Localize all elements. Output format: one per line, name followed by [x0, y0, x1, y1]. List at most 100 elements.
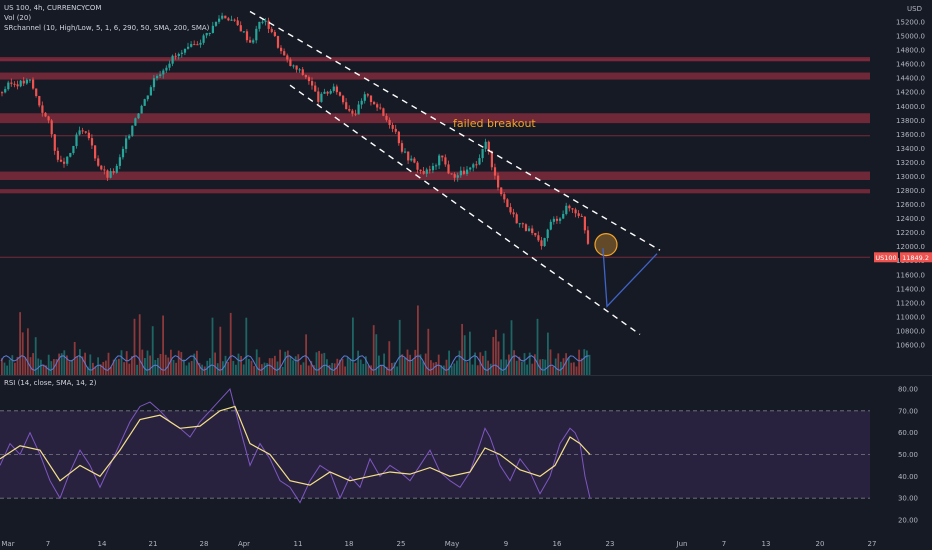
sr-zone: [0, 171, 870, 180]
candle-body: [354, 113, 357, 115]
volume-bar: [583, 349, 586, 375]
candle-body: [236, 20, 239, 26]
volume-bar: [110, 366, 112, 375]
volume-bar: [500, 359, 502, 375]
candle-body: [332, 86, 335, 91]
candle-body: [484, 141, 487, 149]
candle-body: [301, 69, 304, 75]
volume-bar: [549, 349, 552, 375]
candle-body: [50, 120, 53, 135]
volume-bar: [565, 353, 567, 375]
volume-bar: [258, 357, 261, 375]
volume-bar: [224, 355, 227, 375]
volume-bar: [19, 312, 21, 375]
candle-body: [431, 166, 435, 171]
volume-bar: [352, 317, 354, 375]
candle-body: [559, 218, 562, 221]
volume-bar: [279, 349, 281, 375]
candle-body: [16, 84, 19, 87]
candle-body: [131, 125, 134, 136]
volume-bar: [3, 362, 6, 375]
channel-upper-line: [249, 10, 661, 251]
last-price-badge: [900, 252, 932, 263]
volume-bar: [430, 360, 432, 375]
volume-bar: [557, 353, 560, 375]
candle-body: [72, 145, 75, 154]
candles: [1, 12, 590, 250]
volume-bar: [552, 366, 554, 375]
candle-body: [121, 148, 125, 158]
volume-bar: [242, 364, 245, 375]
candle-body: [205, 32, 208, 36]
breakout-target-circle: [594, 232, 618, 257]
price-tick-label: 11000.0: [896, 313, 925, 321]
candle-body: [493, 167, 497, 176]
candle-body: [549, 221, 552, 230]
volume-bar: [307, 365, 310, 375]
price-tick-label: 13200.0: [896, 159, 925, 167]
rsi-tick-label: 60.00: [898, 429, 918, 437]
currency-label[interactable]: USD: [907, 5, 922, 13]
volume-bar: [112, 359, 115, 375]
volume-bar: [287, 350, 289, 375]
candle-body: [472, 164, 475, 168]
candle-body: [314, 85, 317, 92]
price-tick-label: 12800.0: [896, 187, 925, 195]
volume-bar: [450, 365, 453, 375]
volume-bar: [172, 359, 175, 375]
candle-body: [69, 153, 72, 157]
time-tick-label: 16: [553, 540, 562, 548]
volume-bar: [128, 363, 131, 375]
price-tick-label: 15000.0: [896, 33, 925, 41]
volume-bar: [164, 354, 167, 375]
indicator-legend: SRchannel (10, High/Low, 5, 1, 6, 290, 5…: [4, 24, 210, 32]
last-price-value: 11849.2: [902, 254, 929, 262]
volume-bar: [344, 366, 346, 375]
candle-body: [444, 157, 447, 165]
volume-bar: [115, 359, 118, 375]
candle-body: [366, 94, 369, 96]
rsi-ma-line: [0, 405, 591, 486]
candle-body: [357, 104, 360, 115]
candle-body: [90, 138, 94, 146]
candle-body: [227, 18, 230, 21]
volume-bar: [560, 361, 562, 375]
candle-body: [214, 21, 218, 26]
volume-bar: [190, 361, 193, 375]
volume-bar: [133, 318, 136, 375]
volume-bar: [292, 360, 294, 375]
candle-body: [509, 207, 512, 213]
candle-body: [252, 40, 255, 43]
volume-bar: [445, 359, 448, 375]
volume-bar: [328, 365, 331, 375]
candle-body: [97, 158, 100, 166]
candle-body: [583, 216, 586, 231]
candle-body: [208, 32, 211, 34]
price-tick-label: 13800.0: [896, 117, 925, 125]
price-tick-label: 12200.0: [896, 229, 925, 237]
volume-bar: [315, 352, 318, 375]
volume-bar: [482, 355, 484, 375]
price-tick-label: 14200.0: [896, 89, 925, 97]
volume-bar: [448, 350, 450, 375]
candle-body: [258, 21, 261, 29]
sr-zone: [0, 72, 870, 80]
candle-body: [218, 18, 221, 22]
candle-body: [41, 105, 44, 113]
candle-body: [174, 55, 177, 57]
volume-bar: [359, 359, 362, 375]
volume-bar: [567, 357, 570, 375]
volume-bar: [378, 355, 380, 375]
candle-body: [540, 240, 543, 247]
candle-body: [435, 165, 438, 167]
candle-body: [571, 208, 574, 210]
pane-separator[interactable]: [0, 375, 932, 376]
volume-bar: [97, 357, 99, 375]
candle-body: [320, 93, 323, 102]
candle-body: [38, 95, 41, 106]
candle-body: [404, 151, 407, 153]
volume-bar: [528, 352, 531, 375]
volume-bar: [253, 366, 255, 375]
candle-body: [230, 19, 233, 21]
